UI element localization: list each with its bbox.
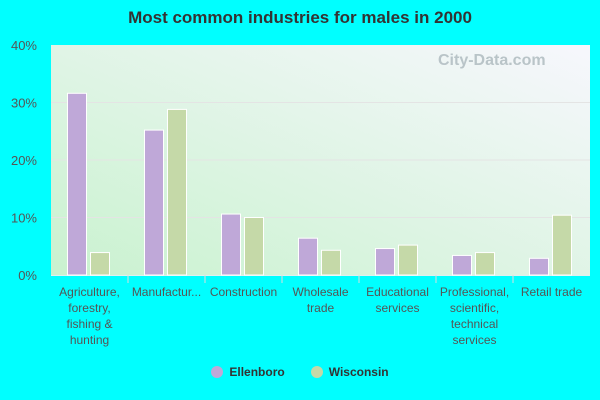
legend-item: Ellenboro — [211, 365, 285, 379]
y-tick-label: 10% — [11, 211, 37, 226]
bar-ellenboro — [529, 257, 549, 276]
legend-item: Wisconsin — [310, 365, 389, 379]
bar-wisconsin — [552, 214, 572, 276]
y-tick-label: 30% — [11, 96, 37, 111]
x-category-label: Construction — [210, 285, 277, 299]
legend-swatch — [211, 366, 224, 378]
bar-ellenboro — [452, 254, 472, 276]
legend-swatch — [310, 366, 323, 378]
x-category-label: Professional, scientific, technical service… — [440, 285, 509, 347]
bar-ellenboro — [375, 248, 395, 276]
y-tick-label: 0% — [18, 268, 37, 283]
bar-wisconsin — [167, 108, 187, 276]
legend-label: Wisconsin — [328, 365, 389, 379]
chart-title: Most common industries for males in 2000 — [128, 8, 472, 27]
bar-wisconsin — [90, 252, 110, 276]
x-category-label: Retail trade — [521, 285, 583, 299]
y-tick-label: 40% — [11, 38, 37, 53]
x-category-label: Wholesale trade — [292, 285, 348, 315]
bar-ellenboro — [221, 213, 241, 276]
watermark: City-Data.com — [438, 52, 546, 69]
bar-wisconsin — [475, 252, 495, 276]
bar-wisconsin — [244, 217, 264, 276]
bar-ellenboro — [67, 92, 87, 276]
bar-wisconsin — [398, 244, 418, 276]
y-tick-label: 20% — [11, 153, 37, 168]
legend: Ellenboro Wisconsin — [0, 365, 600, 379]
x-category-label: Manufactur... — [132, 285, 201, 299]
bar-ellenboro — [144, 129, 164, 276]
bar-ellenboro — [298, 237, 318, 276]
x-category-label: Agriculture, forestry, fishing & hunting — [59, 285, 120, 347]
bar-wisconsin — [321, 249, 341, 276]
x-category-label: Educational services — [366, 285, 429, 315]
legend-label: Ellenboro — [229, 365, 285, 379]
